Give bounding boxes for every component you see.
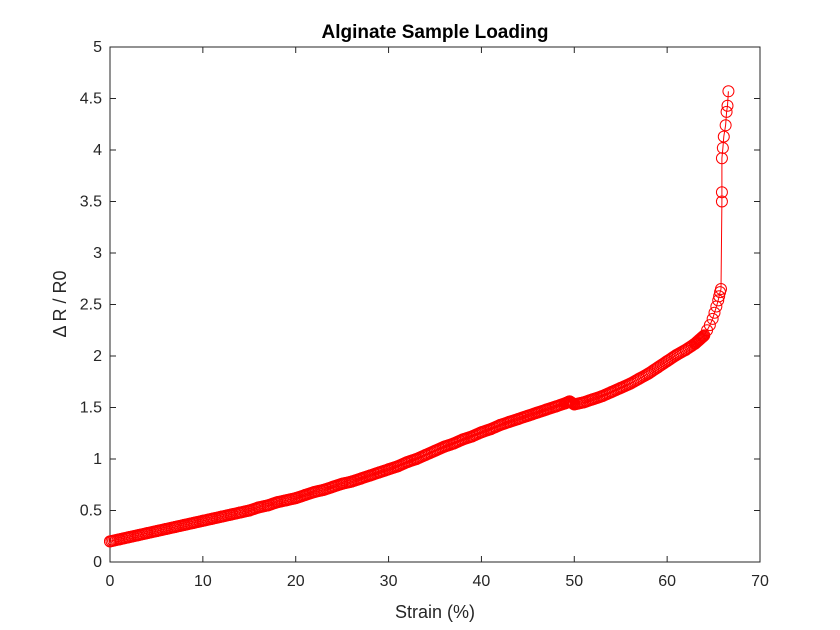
data-point: [715, 186, 728, 199]
x-tick-label: 0: [106, 573, 115, 590]
data-point: [456, 433, 469, 446]
y-tick-label: 3.5: [80, 194, 102, 211]
data-point: [113, 533, 126, 546]
data-point: [706, 312, 719, 325]
data-point: [261, 499, 274, 512]
data-point: [169, 520, 181, 533]
data-point: [438, 440, 451, 453]
data-point: [271, 496, 284, 509]
data-point: [364, 469, 376, 482]
data-point: [326, 480, 339, 493]
data-point: [651, 361, 664, 374]
data-point: [624, 377, 636, 390]
data-point: [234, 506, 246, 519]
data-point: [243, 504, 256, 517]
x-tick-label: 10: [194, 573, 212, 590]
y-tick-label: 5: [93, 39, 102, 56]
data-point: [715, 283, 727, 296]
data-point: [215, 510, 228, 523]
x-tick-label: 50: [565, 573, 583, 590]
data-point: [494, 419, 506, 432]
data-point: [141, 527, 154, 540]
y-tick-label: 0: [93, 554, 102, 571]
data-point: [299, 489, 311, 502]
data-point: [131, 529, 144, 542]
y-tick-label: 2.5: [80, 297, 102, 314]
data-point: [104, 535, 116, 548]
y-axis-ticks: 0 0.5 1 1.5 2 2.5 3 3.5 4 4.5 5: [80, 39, 760, 571]
y-tick-label: 4: [93, 142, 102, 159]
y-tick-label: 1.5: [80, 400, 102, 417]
x-tick-label: 70: [751, 573, 769, 590]
data-point: [401, 456, 414, 469]
data-point-marker: [697, 330, 710, 343]
data-point: [196, 514, 209, 527]
data-point: [503, 415, 516, 428]
y-tick-label: 3: [93, 245, 102, 262]
plot-area: [109, 46, 761, 563]
data-point: [317, 483, 330, 496]
data-point: [633, 372, 646, 385]
data-point: [708, 306, 721, 319]
y-tick-label: 0.5: [80, 503, 102, 520]
x-axis-label: Strain (%): [395, 602, 475, 622]
data-point: [178, 518, 191, 531]
data-point: [512, 412, 525, 425]
data-point: [713, 290, 726, 303]
data-point: [717, 130, 730, 143]
data-point: [721, 99, 734, 112]
data-point: [720, 105, 733, 118]
data-point: [531, 406, 544, 419]
data-point: [336, 477, 349, 490]
data-point: [280, 494, 293, 507]
data-point: [715, 195, 728, 208]
data-point: [719, 119, 732, 132]
data-point: [689, 337, 701, 350]
data-point: [549, 400, 562, 413]
data-point: [670, 348, 683, 361]
data-point: [722, 85, 735, 98]
x-tick-label: 40: [473, 573, 491, 590]
data-series: [104, 85, 735, 548]
data-point: [382, 463, 395, 476]
data-point: [122, 531, 135, 544]
data-point: [159, 523, 172, 536]
data-point: [224, 508, 237, 521]
y-tick-label: 2: [93, 348, 102, 365]
data-point: [475, 426, 488, 439]
data-point: [715, 152, 728, 165]
x-tick-label: 30: [380, 573, 398, 590]
data-point-marker: [696, 330, 709, 343]
data-point: [373, 466, 386, 479]
data-point: [577, 396, 590, 409]
x-tick-label: 20: [287, 573, 305, 590]
y-tick-label: 4.5: [80, 91, 102, 108]
data-point: [693, 333, 706, 346]
data-point: [289, 492, 302, 505]
data-point: [187, 516, 200, 529]
data-point: [308, 485, 321, 498]
data-point: [661, 355, 674, 368]
data-point: [679, 343, 692, 356]
data-point: [252, 501, 265, 514]
y-axis-label: Δ R / R0: [50, 270, 70, 337]
data-point: [345, 475, 358, 488]
data-point: [540, 403, 553, 416]
data-point: [206, 512, 219, 525]
data-point: [703, 319, 716, 332]
data-point: [150, 525, 163, 538]
chart-title: Alginate Sample Loading: [322, 22, 549, 43]
data-point: [568, 398, 581, 411]
x-tick-label: 60: [658, 573, 676, 590]
data-point: [586, 393, 599, 406]
data-point: [521, 409, 534, 422]
y-tick-label: 1: [93, 451, 102, 468]
data-point: [712, 294, 725, 307]
data-point: [642, 367, 655, 380]
x-axis-ticks: 0 10 20 30 40 50 60 70: [106, 47, 769, 590]
data-point: [354, 472, 367, 485]
